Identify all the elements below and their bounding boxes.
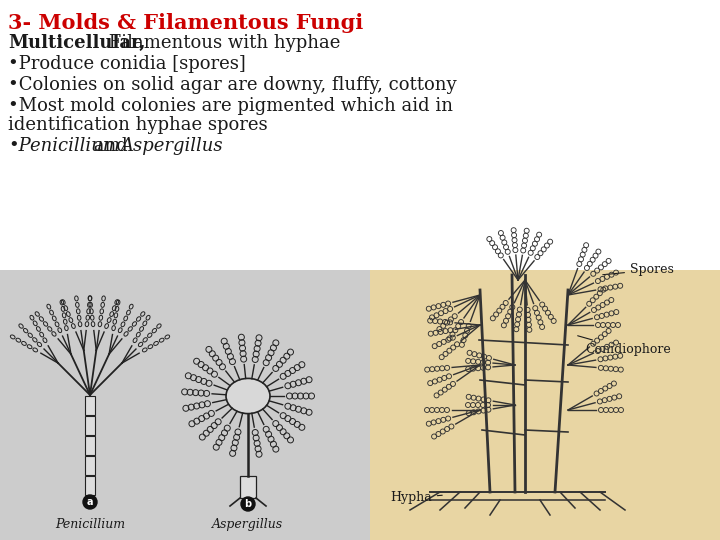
Bar	[85, 396, 95, 415]
Text: •Penicillium: •Penicillium	[8, 137, 120, 155]
Text: •Produce conidia [spores]: •Produce conidia [spores]	[8, 55, 246, 73]
Text: Spores: Spores	[603, 264, 674, 276]
Text: Multicellular,: Multicellular,	[8, 34, 145, 52]
Text: and: and	[88, 137, 133, 155]
Text: Hypha: Hypha	[390, 491, 442, 504]
Text: •Colonies on solid agar are downy, fluffy, cottony: •Colonies on solid agar are downy, fluff…	[8, 76, 456, 94]
Bar	[85, 436, 95, 455]
Bar	[0, 270, 370, 540]
Text: identification hyphae spores: identification hyphae spores	[8, 116, 268, 134]
Text: a: a	[86, 497, 94, 507]
Text: Conidiophore: Conidiophore	[577, 336, 671, 356]
Bar	[85, 416, 95, 435]
Bar	[85, 476, 95, 495]
Text: Aspergillus: Aspergillus	[120, 137, 222, 155]
Text: 3- Molds & Filamentous Fungi: 3- Molds & Filamentous Fungi	[8, 13, 364, 33]
Bar	[240, 476, 256, 498]
Circle shape	[241, 497, 255, 511]
Text: b: b	[244, 499, 251, 509]
Text: Penicillium: Penicillium	[55, 518, 125, 531]
Ellipse shape	[226, 379, 270, 414]
Text: Aspergillus: Aspergillus	[212, 518, 284, 531]
Bar	[370, 270, 720, 540]
Circle shape	[83, 495, 97, 509]
Bar	[85, 456, 95, 475]
Text: •Most mold colonies are pigmented which aid in: •Most mold colonies are pigmented which …	[8, 97, 453, 115]
Text: Filamentous with hyphae: Filamentous with hyphae	[103, 34, 341, 52]
